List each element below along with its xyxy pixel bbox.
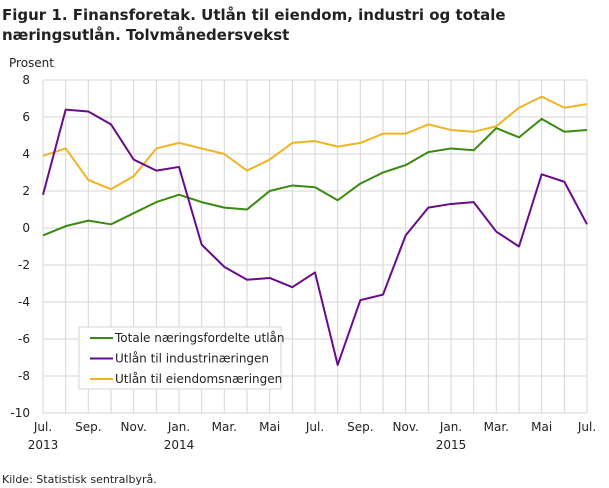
legend-label: Utlån til industrinæringen [115, 352, 269, 366]
series-line [42, 95, 588, 191]
x-tick-label: Jan. [439, 420, 462, 434]
x-tick-label: Jul. [33, 420, 52, 434]
y-tick-label: -10 [10, 406, 30, 420]
x-tick-label: Mar. [212, 420, 237, 434]
x-tick-label: Mai [531, 420, 552, 434]
x-tick-label: Sep. [75, 420, 101, 434]
y-tick-label: -6 [18, 332, 30, 346]
x-tick-label: Sep. [347, 420, 373, 434]
source-note: Kilde: Statistisk sentralbyrå. [2, 473, 157, 486]
legend-label: Totale næringsfordelte utlån [114, 331, 284, 345]
x-tick-label: Jan. [167, 420, 190, 434]
y-tick-label: -2 [18, 258, 30, 272]
x-tick-label: Mai [259, 420, 280, 434]
y-tick-label: 8 [22, 73, 30, 87]
x-tick-label: Nov. [393, 420, 419, 434]
x-tick-label: Nov. [121, 420, 147, 434]
x-tick-year-label: 2015 [436, 438, 467, 452]
x-tick-label: Mar. [484, 420, 509, 434]
x-tick-year-label: 2013 [28, 438, 59, 452]
y-tick-label: 6 [22, 110, 30, 124]
chart-title: Figur 1. Finansforetak. Utlån til eiendo… [2, 6, 506, 44]
x-tick-year-label: 2014 [164, 438, 195, 452]
y-tick-label: 4 [22, 147, 30, 161]
y-tick-label: 2 [22, 184, 30, 198]
x-tick-label: Jul. [305, 420, 324, 434]
series-line [42, 108, 588, 366]
y-axis-label: Prosent [9, 56, 54, 70]
y-tick-label: -8 [18, 369, 30, 383]
y-tick-label: 0 [22, 221, 30, 235]
x-tick-label: Jul. [577, 420, 596, 434]
y-tick-label: -4 [18, 295, 30, 309]
series-line [42, 117, 588, 237]
legend-label: Utlån til eiendomsnæringen [115, 372, 282, 386]
